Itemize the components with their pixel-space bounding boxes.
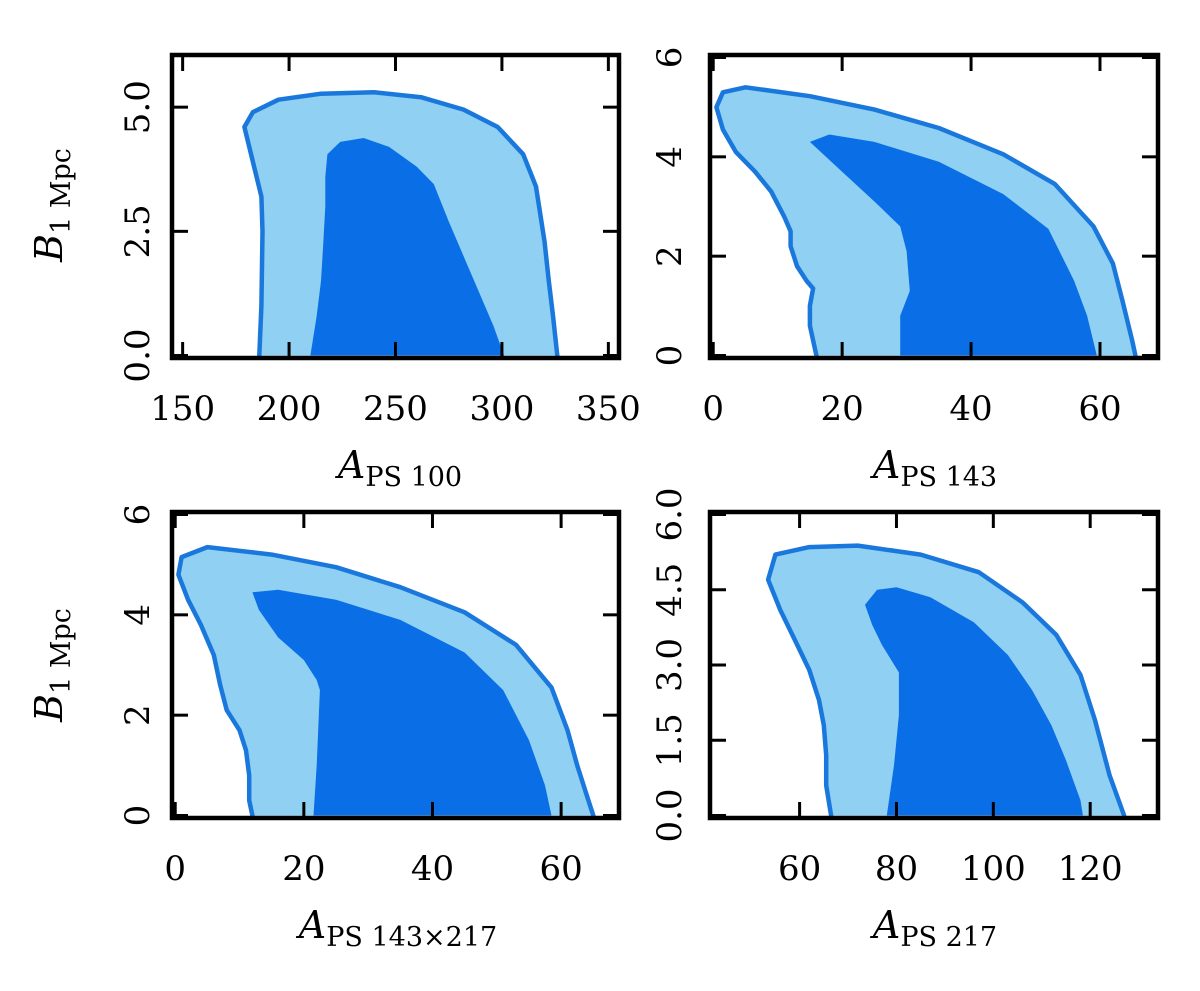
contour-68-fill <box>865 587 1083 816</box>
x-tick-label: 350 <box>576 389 641 429</box>
contour-95-line <box>765 543 1127 818</box>
x-tick-label: 20 <box>821 389 864 429</box>
x-axis-label: APS 143 <box>870 443 997 493</box>
x-tick-label: 40 <box>949 389 992 429</box>
x-tick-label: 200 <box>257 389 322 429</box>
x-tick-label: 0 <box>702 389 724 429</box>
y-tick-label: 6 <box>118 504 158 526</box>
axes-frame <box>707 52 1161 361</box>
contour-68-fill <box>252 589 552 816</box>
x-tick-label: 120 <box>1058 849 1123 889</box>
y-tick-label: 6.0 <box>650 487 690 541</box>
x-tick-label: 100 <box>961 849 1026 889</box>
y-tick-label: 5.0 <box>118 80 158 134</box>
panel-p217: 60 80 100 120 0.0 1.5 3.0 4.5 6.0 APS 217 <box>650 487 1161 953</box>
x-tick-label: 250 <box>363 389 428 429</box>
y-tick-label: 1.5 <box>650 713 690 767</box>
x-axis-label: APS 217 <box>870 903 997 953</box>
x-tick-label: 60 <box>539 849 582 889</box>
y-tick-label: 0 <box>118 805 158 827</box>
y-tick-label: 2 <box>650 245 690 267</box>
x-tick-label: 20 <box>282 849 325 889</box>
y-tick-label: 2 <box>118 704 158 726</box>
y-tick-label: 0.0 <box>118 328 158 382</box>
x-tick-label: 60 <box>1078 389 1121 429</box>
x-tick-label: 40 <box>411 849 454 889</box>
y-tick-label: 4 <box>118 604 158 626</box>
y-tick-label: 0 <box>650 345 690 367</box>
contour-95-line <box>176 544 596 818</box>
contour-95-line <box>714 85 1138 358</box>
y-tick-label: 3.0 <box>650 638 690 692</box>
x-axis-label: APS 143×217 <box>296 903 497 953</box>
y-tick-label: 4 <box>650 146 690 168</box>
contour-68-fill <box>809 134 1097 356</box>
y-axis-label: B1 Mpc <box>27 148 77 263</box>
x-tick-label: 80 <box>875 849 918 889</box>
y-tick-label: 2.5 <box>118 204 158 258</box>
x-axis-label: APS 100 <box>335 443 462 493</box>
y-tick-label: 0.0 <box>650 788 690 842</box>
panel-p100: 150 200 250 300 350 0.0 2.5 5.0 APS 100 B1 Mpc <box>27 52 641 493</box>
x-tick-label: 300 <box>469 389 534 429</box>
x-tick-label: 60 <box>778 849 821 889</box>
x-tick-label: 0 <box>164 849 186 889</box>
y-tick-label: 6 <box>650 47 690 69</box>
panel-p143: 0 20 40 60 0 2 4 6 APS 143 <box>650 47 1161 493</box>
x-tick-label: 150 <box>150 389 215 429</box>
contour-68-fill <box>310 138 505 356</box>
contour-95-line <box>242 90 560 358</box>
y-axis-label: B1 Mpc <box>27 608 77 723</box>
panel-p143x217: 0 20 40 60 0 2 4 6 APS 143×217 B1 Mpc <box>27 504 622 953</box>
axes-frame <box>169 509 622 821</box>
y-tick-label: 4.5 <box>650 563 690 617</box>
